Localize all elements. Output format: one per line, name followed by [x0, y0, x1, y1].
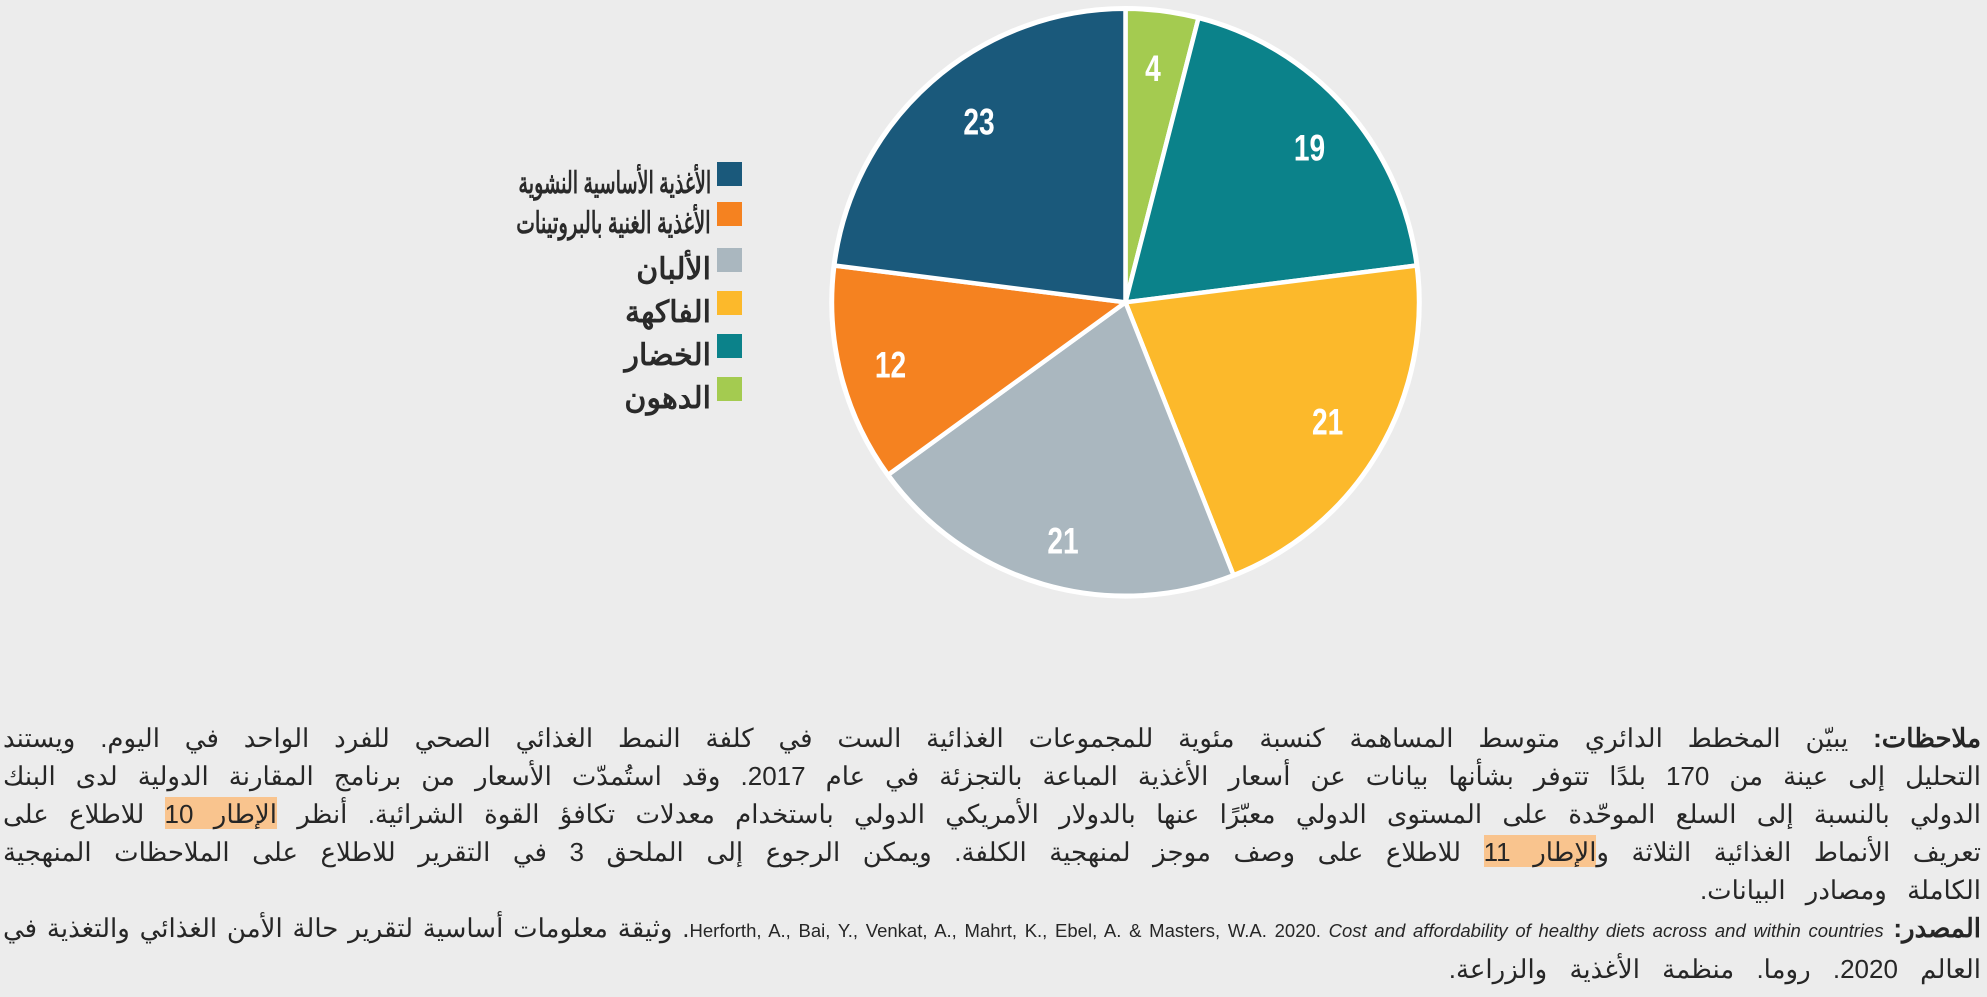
svg-text:21: 21 [1312, 401, 1343, 443]
svg-text:12: 12 [875, 344, 906, 386]
svg-text:19: 19 [1294, 127, 1325, 169]
svg-text:21: 21 [1047, 520, 1078, 562]
svg-text:4: 4 [1145, 47, 1161, 89]
svg-text:23: 23 [963, 101, 994, 143]
